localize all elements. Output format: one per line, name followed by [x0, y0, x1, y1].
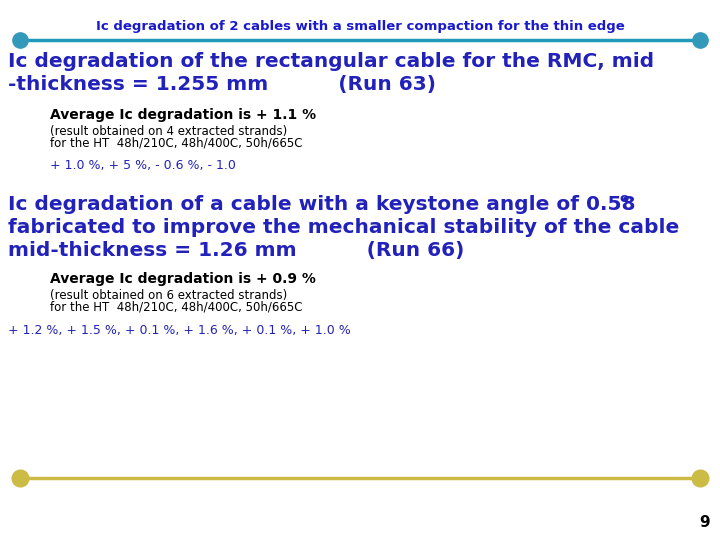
- Text: fabricated to improve the mechanical stability of the cable: fabricated to improve the mechanical sta…: [8, 218, 679, 237]
- Text: mid-thickness = 1.26 mm          (Run 66): mid-thickness = 1.26 mm (Run 66): [8, 241, 464, 260]
- Text: -thickness = 1.255 mm          (Run 63): -thickness = 1.255 mm (Run 63): [8, 75, 436, 94]
- Text: (result obtained on 6 extracted strands): (result obtained on 6 extracted strands): [50, 289, 287, 302]
- Text: Average Ic degradation is + 0.9 %: Average Ic degradation is + 0.9 %: [50, 272, 316, 286]
- Text: Ic degradation of a cable with a keystone angle of 0.58: Ic degradation of a cable with a keyston…: [8, 195, 636, 214]
- Text: Average Ic degradation is + 1.1 %: Average Ic degradation is + 1.1 %: [50, 108, 316, 122]
- Text: for the HT  48h/210C, 48h/400C, 50h/665C: for the HT 48h/210C, 48h/400C, 50h/665C: [50, 137, 302, 150]
- Text: o: o: [619, 192, 629, 205]
- Text: + 1.0 %, + 5 %, - 0.6 %, - 1.0: + 1.0 %, + 5 %, - 0.6 %, - 1.0: [50, 159, 236, 172]
- Text: for the HT  48h/210C, 48h/400C, 50h/665C: for the HT 48h/210C, 48h/400C, 50h/665C: [50, 301, 302, 314]
- Text: 9: 9: [699, 515, 710, 530]
- Text: (result obtained on 4 extracted strands): (result obtained on 4 extracted strands): [50, 125, 287, 138]
- Text: Ic degradation of the rectangular cable for the RMC, mid: Ic degradation of the rectangular cable …: [8, 52, 654, 71]
- Text: + 1.2 %, + 1.5 %, + 0.1 %, + 1.6 %, + 0.1 %, + 1.0 %: + 1.2 %, + 1.5 %, + 0.1 %, + 1.6 %, + 0.…: [8, 324, 351, 337]
- Text: Ic degradation of 2 cables with a smaller compaction for the thin edge: Ic degradation of 2 cables with a smalle…: [96, 20, 624, 33]
